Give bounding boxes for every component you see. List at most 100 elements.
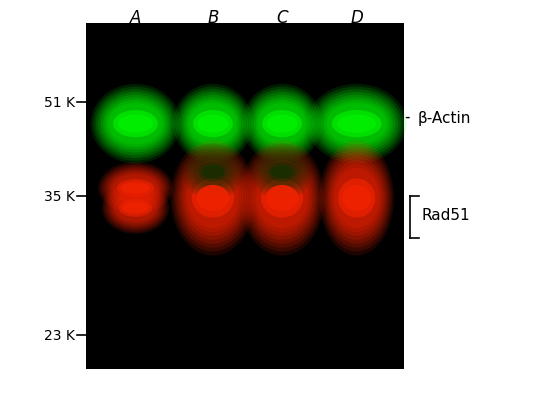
- Ellipse shape: [332, 164, 382, 233]
- Ellipse shape: [184, 98, 242, 150]
- Ellipse shape: [195, 158, 231, 187]
- Ellipse shape: [196, 185, 229, 212]
- Text: Rad51: Rad51: [421, 207, 470, 222]
- Ellipse shape: [262, 111, 302, 138]
- Ellipse shape: [178, 90, 248, 158]
- Ellipse shape: [187, 168, 239, 229]
- Ellipse shape: [249, 157, 315, 240]
- Ellipse shape: [100, 164, 171, 213]
- Ellipse shape: [107, 188, 164, 229]
- Ellipse shape: [252, 144, 312, 201]
- Ellipse shape: [244, 149, 320, 248]
- Ellipse shape: [255, 101, 309, 148]
- Ellipse shape: [193, 156, 233, 189]
- Ellipse shape: [183, 144, 243, 201]
- Ellipse shape: [189, 103, 237, 145]
- Ellipse shape: [108, 103, 163, 145]
- Ellipse shape: [108, 172, 163, 205]
- Ellipse shape: [121, 182, 150, 194]
- Ellipse shape: [249, 93, 315, 156]
- Ellipse shape: [310, 87, 404, 161]
- Ellipse shape: [244, 87, 320, 161]
- Ellipse shape: [252, 161, 312, 236]
- Ellipse shape: [185, 146, 241, 199]
- Ellipse shape: [182, 95, 244, 153]
- Ellipse shape: [106, 170, 165, 207]
- Ellipse shape: [98, 163, 173, 214]
- Ellipse shape: [173, 85, 253, 164]
- Ellipse shape: [326, 153, 388, 244]
- Ellipse shape: [315, 93, 398, 156]
- FancyBboxPatch shape: [86, 24, 404, 369]
- Ellipse shape: [190, 152, 236, 193]
- Ellipse shape: [175, 149, 251, 248]
- Ellipse shape: [182, 161, 243, 236]
- Text: A: A: [130, 9, 141, 27]
- Ellipse shape: [265, 185, 299, 212]
- Ellipse shape: [307, 85, 406, 164]
- Ellipse shape: [180, 157, 246, 240]
- Text: β-Actin: β-Actin: [418, 111, 471, 126]
- Ellipse shape: [192, 179, 234, 218]
- Ellipse shape: [173, 145, 253, 252]
- Ellipse shape: [334, 168, 379, 229]
- Ellipse shape: [264, 158, 300, 187]
- Ellipse shape: [201, 166, 225, 179]
- Ellipse shape: [260, 154, 304, 191]
- Ellipse shape: [103, 98, 168, 150]
- Ellipse shape: [193, 111, 233, 138]
- Text: 23 K: 23 K: [44, 328, 75, 342]
- Text: 51 K: 51 K: [44, 95, 75, 109]
- Ellipse shape: [101, 95, 170, 153]
- Text: D: D: [350, 9, 363, 27]
- Ellipse shape: [191, 154, 234, 191]
- Ellipse shape: [337, 115, 376, 134]
- Ellipse shape: [186, 101, 239, 148]
- Ellipse shape: [256, 168, 308, 229]
- Ellipse shape: [180, 93, 246, 156]
- Ellipse shape: [109, 190, 161, 227]
- Ellipse shape: [93, 87, 178, 161]
- Ellipse shape: [326, 103, 387, 145]
- Ellipse shape: [242, 145, 322, 252]
- Ellipse shape: [262, 156, 302, 189]
- Text: B: B: [207, 9, 218, 27]
- Ellipse shape: [113, 111, 158, 138]
- Ellipse shape: [111, 192, 160, 225]
- Ellipse shape: [197, 115, 228, 134]
- Ellipse shape: [105, 168, 166, 209]
- Ellipse shape: [327, 157, 385, 240]
- Ellipse shape: [113, 175, 158, 202]
- Ellipse shape: [321, 145, 392, 252]
- Ellipse shape: [330, 161, 384, 236]
- Ellipse shape: [91, 85, 180, 164]
- Ellipse shape: [254, 164, 310, 233]
- Ellipse shape: [119, 200, 152, 217]
- Ellipse shape: [318, 95, 395, 153]
- Ellipse shape: [186, 148, 239, 197]
- Ellipse shape: [188, 150, 238, 195]
- Ellipse shape: [170, 141, 255, 256]
- Ellipse shape: [178, 153, 248, 244]
- Text: C: C: [276, 9, 288, 27]
- Ellipse shape: [257, 150, 307, 195]
- Ellipse shape: [122, 203, 149, 215]
- Ellipse shape: [270, 166, 294, 179]
- Ellipse shape: [324, 149, 390, 248]
- Ellipse shape: [113, 193, 158, 224]
- Ellipse shape: [255, 148, 309, 197]
- Ellipse shape: [102, 166, 169, 211]
- Ellipse shape: [261, 179, 303, 218]
- Ellipse shape: [117, 180, 154, 197]
- Ellipse shape: [321, 98, 393, 150]
- Ellipse shape: [259, 152, 305, 193]
- Ellipse shape: [175, 87, 251, 161]
- Ellipse shape: [342, 185, 371, 212]
- Text: 35 K: 35 K: [44, 190, 75, 203]
- Ellipse shape: [267, 163, 297, 182]
- Ellipse shape: [320, 141, 394, 256]
- Ellipse shape: [251, 95, 313, 153]
- Ellipse shape: [115, 195, 156, 222]
- Ellipse shape: [247, 153, 317, 244]
- Ellipse shape: [253, 98, 311, 150]
